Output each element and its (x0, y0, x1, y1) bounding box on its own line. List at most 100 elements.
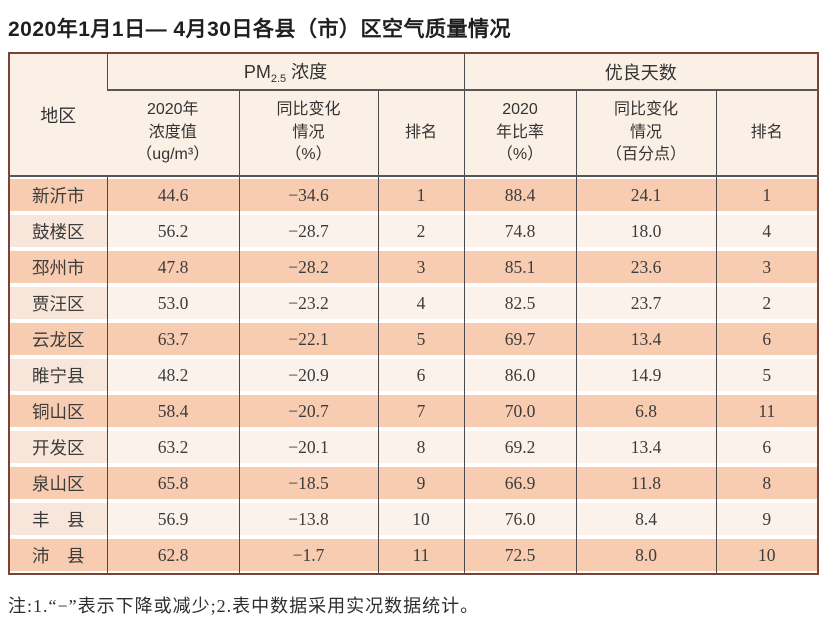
cell-good-ratio: 66.9 (463, 465, 577, 501)
cell-good-rank: 6 (715, 321, 819, 357)
pm25-label-prefix: PM (243, 62, 271, 82)
cell-good-rank: 2 (715, 285, 819, 321)
cell-good-change: 18.0 (575, 213, 717, 249)
cell-region: 邳州市 (9, 249, 107, 285)
cell-good-rank: 8 (715, 465, 819, 501)
cell-pm-change: −13.8 (238, 501, 378, 537)
table-row: 泉山区 65.8 −18.5 9 66.9 11.8 8 (9, 465, 819, 501)
cell-pm-change: −28.2 (238, 249, 378, 285)
cell-region: 新沂市 (9, 176, 107, 213)
table-body: 新沂市 44.6 −34.6 1 88.4 24.1 1 鼓楼区 56.2 −2… (9, 176, 819, 574)
cell-pm-value: 62.8 (106, 537, 239, 574)
cell-region: 睢宁县 (9, 357, 107, 393)
cell-pm-rank: 9 (377, 465, 465, 501)
table-row: 鼓楼区 56.2 −28.7 2 74.8 18.0 4 (9, 213, 819, 249)
cell-pm-rank: 10 (377, 501, 465, 537)
header-good-rank: 排名 (715, 90, 819, 177)
cell-good-change: 6.8 (575, 393, 717, 429)
cell-pm-change: −20.7 (238, 393, 378, 429)
cell-pm-rank: 4 (377, 285, 465, 321)
cell-pm-change: −23.2 (238, 285, 378, 321)
cell-pm-rank: 2 (377, 213, 465, 249)
cell-good-ratio: 70.0 (463, 393, 577, 429)
table-row: 丰 县 56.9 −13.8 10 76.0 8.4 9 (9, 501, 819, 537)
table-row: 睢宁县 48.2 −20.9 6 86.0 14.9 5 (9, 357, 819, 393)
cell-pm-change: −20.1 (238, 429, 378, 465)
table-row: 云龙区 63.7 −22.1 5 69.7 13.4 6 (9, 321, 819, 357)
header-pm-change: 同比变化 情况 （%） (238, 90, 378, 177)
cell-good-change: 13.4 (575, 321, 717, 357)
table-row: 铜山区 58.4 −20.7 7 70.0 6.8 11 (9, 393, 819, 429)
cell-pm-rank: 8 (377, 429, 465, 465)
header-group-row: 地区 PM2.5 浓度 优良天数 (9, 53, 819, 177)
table-header: 地区 PM2.5 浓度 优良天数 2020年 浓度值 （ug/m³） 同比变化 … (9, 53, 819, 177)
footnote: 注:1.“−”表示下降或减少;2.表中数据采用实况数据统计。 (8, 596, 480, 616)
table-row: 新沂市 44.6 −34.6 1 88.4 24.1 1 (9, 176, 819, 213)
header-good-days-group: 优良天数 (463, 53, 819, 91)
pm25-label-subscript: 2.5 (270, 73, 287, 85)
cell-good-rank: 11 (715, 393, 819, 429)
cell-pm-value: 44.6 (106, 176, 239, 213)
table-row: 贾汪区 53.0 −23.2 4 82.5 23.7 2 (9, 285, 819, 321)
cell-pm-change: −20.9 (238, 357, 378, 393)
cell-pm-value: 58.4 (106, 393, 239, 429)
cell-good-ratio: 88.4 (463, 176, 577, 213)
cell-good-ratio: 69.7 (463, 321, 577, 357)
table-row: 开发区 63.2 −20.1 8 69.2 13.4 6 (9, 429, 819, 465)
cell-good-change: 23.6 (575, 249, 717, 285)
table-row: 沛 县 62.8 −1.7 11 72.5 8.0 10 (9, 537, 819, 574)
cell-good-change: 8.0 (575, 537, 717, 574)
cell-good-rank: 1 (715, 176, 819, 213)
cell-good-ratio: 74.8 (463, 213, 577, 249)
cell-pm-change: −18.5 (238, 465, 378, 501)
cell-good-rank: 5 (715, 357, 819, 393)
cell-good-change: 24.1 (575, 176, 717, 213)
cell-pm-change: −28.7 (238, 213, 378, 249)
cell-region: 沛 县 (9, 537, 107, 574)
cell-pm-value: 53.0 (106, 285, 239, 321)
cell-good-ratio: 85.1 (463, 249, 577, 285)
cell-region: 云龙区 (9, 321, 107, 357)
table-row: 邳州市 47.8 −28.2 3 85.1 23.6 3 (9, 249, 819, 285)
cell-pm-rank: 11 (377, 537, 465, 574)
header-pm-value: 2020年 浓度值 （ug/m³） (107, 90, 239, 177)
header-good-change: 同比变化 情况 （百分点） (575, 90, 717, 177)
cell-region: 丰 县 (9, 501, 107, 537)
cell-good-change: 8.4 (575, 501, 717, 537)
header-detail-row: 2020年 浓度值 （ug/m³） 同比变化 情况 （%） 排名 2020 年比… (9, 90, 819, 177)
cell-pm-value: 63.7 (106, 321, 239, 357)
cell-pm-rank: 7 (377, 393, 465, 429)
cell-good-ratio: 72.5 (463, 537, 577, 574)
cell-region: 贾汪区 (9, 285, 107, 321)
cell-pm-change: −1.7 (238, 537, 378, 574)
cell-good-ratio: 82.5 (463, 285, 577, 321)
cell-good-rank: 4 (715, 213, 819, 249)
air-quality-table: 地区 PM2.5 浓度 优良天数 2020年 浓度值 （ug/m³） 同比变化 … (8, 52, 820, 575)
cell-good-change: 23.7 (575, 285, 717, 321)
cell-good-rank: 6 (715, 429, 819, 465)
cell-good-change: 13.4 (575, 429, 717, 465)
header-pm-rank: 排名 (377, 90, 465, 177)
cell-pm-change: −34.6 (238, 176, 378, 213)
cell-pm-change: −22.1 (238, 321, 378, 357)
header-good-ratio: 2020 年比率 （%） (463, 90, 577, 177)
cell-good-ratio: 86.0 (463, 357, 577, 393)
cell-pm-rank: 3 (377, 249, 465, 285)
cell-pm-value: 63.2 (106, 429, 239, 465)
cell-good-change: 11.8 (575, 465, 717, 501)
pm25-label-suffix: 浓度 (286, 62, 328, 82)
cell-region: 铜山区 (9, 393, 107, 429)
header-pm25-group: PM2.5 浓度 (106, 53, 465, 91)
cell-pm-value: 48.2 (106, 357, 239, 393)
cell-good-rank: 10 (715, 537, 819, 574)
cell-pm-value: 47.8 (106, 249, 239, 285)
cell-good-ratio: 69.2 (463, 429, 577, 465)
page-title: 2020年1月1日— 4月30日各县（市）区空气质量情况 (8, 18, 511, 41)
cell-region: 泉山区 (9, 465, 107, 501)
cell-pm-value: 56.2 (106, 213, 239, 249)
cell-good-rank: 9 (715, 501, 819, 537)
cell-pm-rank: 5 (377, 321, 465, 357)
cell-pm-rank: 6 (377, 357, 465, 393)
cell-good-rank: 3 (715, 249, 819, 285)
